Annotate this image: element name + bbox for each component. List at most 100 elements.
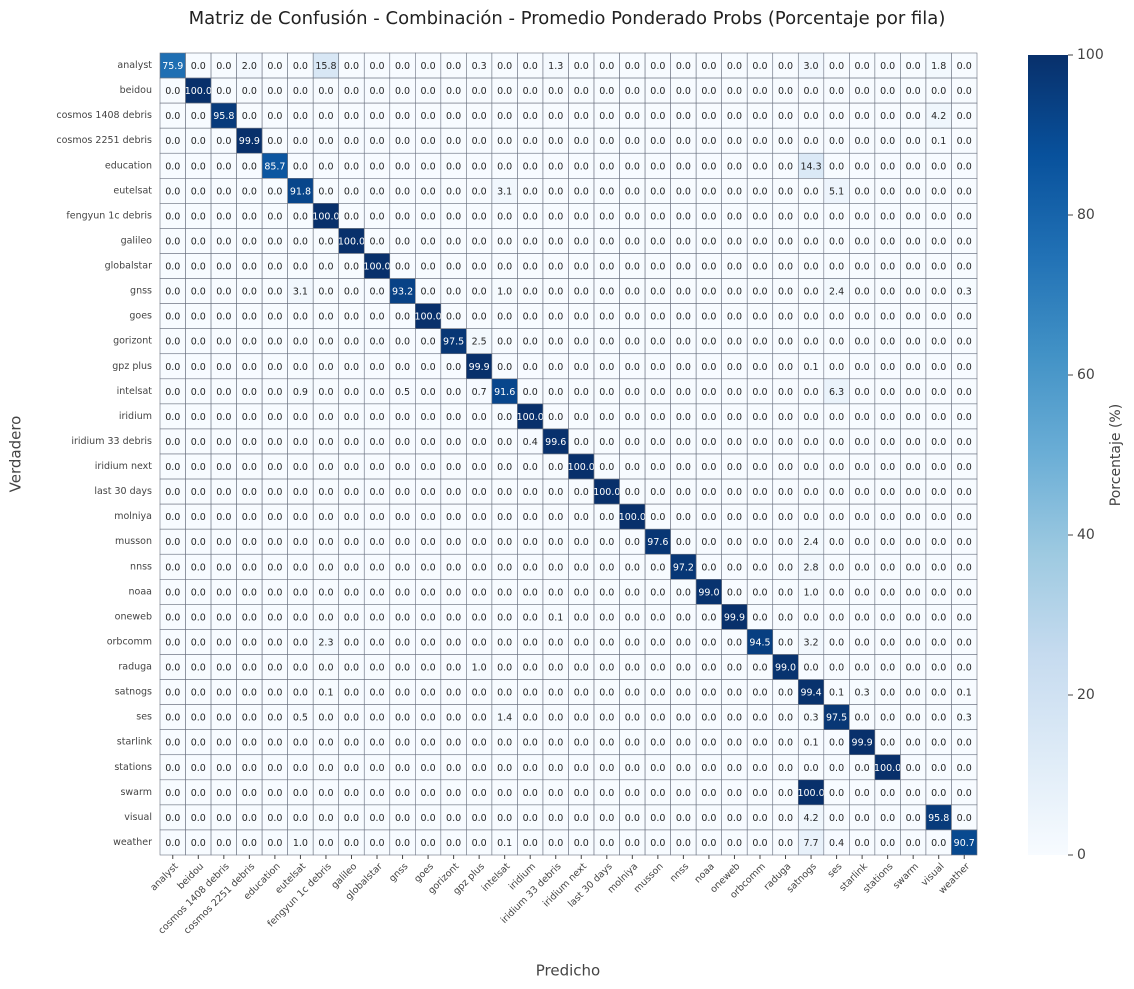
cell-value-label: 0.0 bbox=[650, 161, 665, 172]
cell-value-label: 0.0 bbox=[625, 236, 640, 247]
cell-value-label: 0.0 bbox=[650, 587, 665, 598]
cell-value-label: 0.0 bbox=[267, 663, 282, 674]
cell-value-label: 0.0 bbox=[855, 838, 870, 849]
heatmap-cell bbox=[670, 102, 697, 129]
cell-value-label: 0.0 bbox=[395, 136, 410, 147]
y-tick-label: goes bbox=[129, 311, 152, 322]
cell-value-label: 0.0 bbox=[165, 487, 180, 498]
heatmap-cell bbox=[466, 102, 493, 129]
cell-value-label: 0.0 bbox=[421, 262, 436, 273]
cell-value-label: 0.0 bbox=[523, 612, 538, 623]
heatmap-cell bbox=[568, 52, 595, 79]
heatmap-cell bbox=[389, 52, 416, 79]
cell-value-label: 0.0 bbox=[778, 337, 793, 348]
cell-value-label: 0.0 bbox=[957, 387, 972, 398]
cell-value-label: 0.0 bbox=[548, 738, 563, 749]
cell-value-label: 0.0 bbox=[752, 161, 767, 172]
cell-value-label: 0.0 bbox=[906, 412, 921, 423]
cell-value-label: 0.0 bbox=[446, 262, 461, 273]
cell-value-label: 0.0 bbox=[625, 462, 640, 473]
cell-value-label: 0.0 bbox=[395, 838, 410, 849]
cell-value-label: 0.0 bbox=[599, 111, 614, 122]
cell-value-label: 0.0 bbox=[752, 713, 767, 724]
heatmap-cell bbox=[951, 152, 978, 179]
cell-value-label: 100.0 bbox=[517, 412, 544, 423]
cell-value-label: 0.0 bbox=[957, 788, 972, 799]
colorbar bbox=[1028, 55, 1068, 855]
cell-value-label: 0.0 bbox=[855, 763, 870, 774]
cell-value-label: 0.0 bbox=[318, 312, 333, 323]
cell-value-label: 0.0 bbox=[855, 236, 870, 247]
cell-value-label: 0.0 bbox=[523, 287, 538, 298]
heatmap-cell bbox=[644, 102, 671, 129]
cell-value-label: 0.0 bbox=[548, 562, 563, 573]
cell-value-label: 90.7 bbox=[954, 838, 975, 849]
cell-value-label: 0.0 bbox=[829, 738, 844, 749]
cell-value-label: 0.1 bbox=[548, 612, 563, 623]
cell-value-label: 0.0 bbox=[472, 813, 487, 824]
cell-value-label: 0.0 bbox=[472, 437, 487, 448]
cell-value-label: 0.0 bbox=[369, 612, 384, 623]
cell-value-label: 0.0 bbox=[625, 663, 640, 674]
cell-value-label: 0.1 bbox=[957, 688, 972, 699]
cell-value-label: 0.0 bbox=[421, 838, 436, 849]
cell-value-label: 0.0 bbox=[625, 337, 640, 348]
cell-value-label: 0.0 bbox=[855, 788, 870, 799]
heatmap-cell bbox=[823, 52, 850, 79]
y-tick-label: orbcomm bbox=[107, 636, 152, 647]
cell-value-label: 0.0 bbox=[727, 487, 742, 498]
cell-value-label: 0.1 bbox=[931, 136, 946, 147]
cell-value-label: 0.0 bbox=[293, 663, 308, 674]
cell-value-label: 0.0 bbox=[931, 462, 946, 473]
cell-value-label: 100.0 bbox=[874, 763, 901, 774]
heatmap-cell bbox=[925, 178, 952, 204]
cell-value-label: 0.0 bbox=[395, 161, 410, 172]
cell-value-label: 100.0 bbox=[568, 462, 595, 473]
heatmap-cell bbox=[287, 102, 314, 129]
cell-value-label: 0.0 bbox=[497, 161, 512, 172]
heatmap-cell bbox=[210, 228, 237, 254]
cell-value-label: 0.0 bbox=[855, 412, 870, 423]
cell-value-label: 0.0 bbox=[676, 236, 691, 247]
cell-value-label: 0.0 bbox=[957, 487, 972, 498]
heatmap-cell bbox=[261, 228, 288, 254]
cell-value-label: 0.0 bbox=[752, 111, 767, 122]
cell-value-label: 0.0 bbox=[293, 612, 308, 623]
cell-value-label: 0.0 bbox=[421, 387, 436, 398]
cell-value-label: 0.0 bbox=[931, 663, 946, 674]
heatmap-cell bbox=[287, 178, 314, 204]
cell-value-label: 0.0 bbox=[293, 512, 308, 523]
cell-value-label: 0.0 bbox=[293, 688, 308, 699]
cell-value-label: 97.5 bbox=[443, 337, 464, 348]
cell-value-label: 0.0 bbox=[574, 788, 589, 799]
cell-value-label: 0.0 bbox=[267, 136, 282, 147]
cell-value-label: 0.0 bbox=[446, 688, 461, 699]
cell-value-label: 0.0 bbox=[318, 763, 333, 774]
cell-value-label: 0.0 bbox=[293, 211, 308, 222]
cell-value-label: 0.0 bbox=[421, 287, 436, 298]
cell-value-label: 0.0 bbox=[599, 663, 614, 674]
cell-value-label: 0.0 bbox=[701, 637, 716, 648]
cell-value-label: 0.0 bbox=[548, 587, 563, 598]
cell-value-label: 1.4 bbox=[497, 713, 512, 724]
cell-value-label: 0.1 bbox=[497, 838, 512, 849]
cell-value-label: 0.0 bbox=[727, 688, 742, 699]
cell-value-label: 0.0 bbox=[829, 111, 844, 122]
heatmap-cell bbox=[491, 203, 518, 229]
cell-value-label: 0.0 bbox=[267, 186, 282, 197]
cell-value-label: 0.0 bbox=[778, 738, 793, 749]
heatmap-cell bbox=[338, 52, 365, 79]
y-tick-label: education bbox=[105, 160, 152, 171]
cell-value-label: 0.0 bbox=[446, 437, 461, 448]
cell-value-label: 0.1 bbox=[803, 362, 818, 373]
cell-value-label: 0.0 bbox=[395, 487, 410, 498]
cell-value-label: 0.0 bbox=[676, 262, 691, 273]
cell-value-label: 0.0 bbox=[574, 713, 589, 724]
cell-value-label: 0.0 bbox=[165, 312, 180, 323]
cell-value-label: 0.0 bbox=[778, 161, 793, 172]
cell-value-label: 0.0 bbox=[165, 287, 180, 298]
cell-value-label: 100.0 bbox=[312, 211, 339, 222]
cell-value-label: 0.0 bbox=[497, 738, 512, 749]
cell-value-label: 0.0 bbox=[727, 562, 742, 573]
cell-value-label: 0.0 bbox=[701, 462, 716, 473]
